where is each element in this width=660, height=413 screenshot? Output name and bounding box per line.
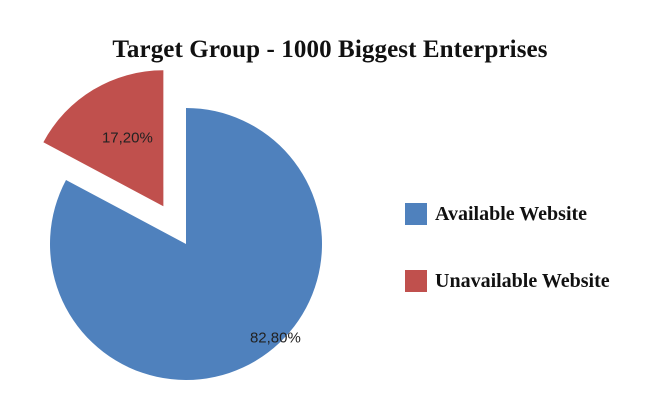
legend: Available Website Unavailable Website [405, 201, 610, 335]
slice-label-available: 82,80% [250, 329, 301, 346]
legend-item-unavailable: Unavailable Website [405, 268, 610, 294]
legend-label-unavailable: Unavailable Website [435, 269, 610, 292]
chart-title: Target Group - 1000 Biggest Enterprises [112, 36, 548, 63]
pie-slice-unavailable [43, 70, 164, 207]
legend-label-available: Available Website [435, 202, 588, 225]
legend-swatch-available [405, 203, 427, 225]
pie-slice-available [50, 108, 323, 381]
legend-swatch-unavailable [405, 270, 427, 292]
slice-label-unavailable: 17,20% [102, 129, 153, 146]
legend-item-available: Available Website [405, 201, 610, 227]
